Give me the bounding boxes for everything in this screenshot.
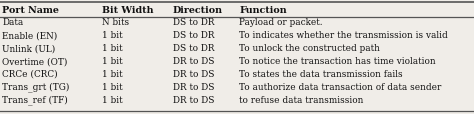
Text: 1 bit: 1 bit (102, 69, 123, 78)
Text: Payload or packet.: Payload or packet. (239, 18, 323, 27)
Text: To states the data transmission fails: To states the data transmission fails (239, 69, 403, 78)
Text: 1 bit: 1 bit (102, 57, 123, 66)
Text: 1 bit: 1 bit (102, 31, 123, 40)
Text: Port Name: Port Name (2, 6, 59, 15)
Text: N bits: N bits (102, 18, 129, 27)
Text: Data: Data (2, 18, 24, 27)
Text: DR to DS: DR to DS (173, 69, 215, 78)
Text: 1 bit: 1 bit (102, 82, 123, 91)
Text: Unlink (UL): Unlink (UL) (2, 44, 55, 53)
Text: 1 bit: 1 bit (102, 44, 123, 53)
Text: Enable (EN): Enable (EN) (2, 31, 58, 40)
Text: 1 bit: 1 bit (102, 95, 123, 104)
Text: To unlock the constructed path: To unlock the constructed path (239, 44, 380, 53)
Text: Direction: Direction (173, 6, 223, 15)
Text: to refuse data transmission: to refuse data transmission (239, 95, 364, 104)
Text: DR to DS: DR to DS (173, 57, 215, 66)
Text: Function: Function (239, 6, 287, 15)
Text: To authorize data transaction of data sender: To authorize data transaction of data se… (239, 82, 442, 91)
Text: Trans_ref (TF): Trans_ref (TF) (2, 95, 68, 104)
Text: Bit Width: Bit Width (102, 6, 154, 15)
Text: DS to DR: DS to DR (173, 44, 215, 53)
Text: DS to DR: DS to DR (173, 18, 215, 27)
Text: DS to DR: DS to DR (173, 31, 215, 40)
Text: DR to DS: DR to DS (173, 95, 215, 104)
Text: DR to DS: DR to DS (173, 82, 215, 91)
Text: To indicates whether the transmission is valid: To indicates whether the transmission is… (239, 31, 448, 40)
Text: Trans_grt (TG): Trans_grt (TG) (2, 82, 70, 92)
Text: Overtime (OT): Overtime (OT) (2, 57, 68, 66)
Text: CRCe (CRC): CRCe (CRC) (2, 69, 58, 78)
Text: To notice the transaction has time violation: To notice the transaction has time viola… (239, 57, 436, 66)
